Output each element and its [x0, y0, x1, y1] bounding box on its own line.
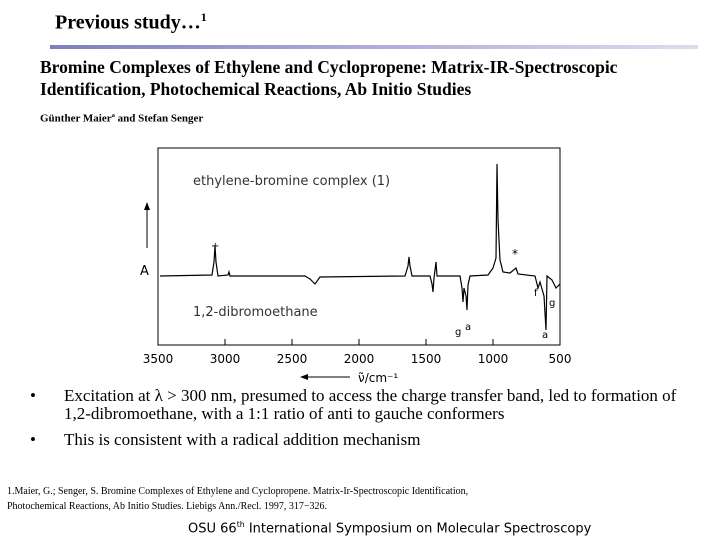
- title-rule: [50, 45, 698, 49]
- title-text: Previous study…: [55, 11, 201, 34]
- bullet: Excitation at λ > 300 nm, presumed to ac…: [30, 387, 700, 423]
- footer-sup: th: [236, 520, 245, 529]
- author: Günther Maier: [40, 112, 112, 125]
- x-arrow-head: [300, 374, 308, 380]
- author-sup: a: [111, 112, 115, 119]
- footer: OSU 66th International Symposium on Mole…: [188, 520, 591, 536]
- x-tick-label: 1000: [478, 352, 509, 366]
- bullet-list: Excitation at λ > 300 nm, presumed to ac…: [30, 387, 700, 457]
- x-tick-label: 2500: [277, 352, 308, 366]
- paper-title: Identification, Photochemical Reactions,…: [40, 79, 472, 99]
- y-label: A: [140, 264, 149, 279]
- x-tick-label: 1500: [411, 352, 442, 366]
- spectrum-trace: [159, 163, 561, 331]
- paper-authors: Günther Maiera and Stefan Senger: [40, 112, 203, 125]
- x-tick-label: 500: [549, 352, 572, 366]
- trace-label: 1,2-dibromoethane: [193, 305, 318, 320]
- band-label: f: [534, 288, 538, 299]
- title-sup: 1: [200, 10, 207, 24]
- band-label: a: [465, 322, 471, 333]
- x-tick-label: 3000: [210, 352, 241, 366]
- band-label: *: [512, 247, 518, 261]
- band-label: g: [455, 327, 461, 338]
- paper-title: Bromine Complexes of Ethylene and Cyclop…: [40, 57, 618, 77]
- x-tick-label: 2000: [344, 352, 375, 366]
- x-tick-label: 3500: [143, 352, 174, 366]
- band-label: +: [211, 241, 219, 252]
- author: and Stefan Senger: [114, 112, 204, 125]
- trace-label: ethylene-bromine complex (1): [193, 174, 390, 189]
- y-arrow-head: [144, 202, 150, 210]
- footnote: Photochemical Reactions, Ab Initio Studi…: [7, 501, 328, 512]
- band-label: a: [542, 330, 548, 341]
- footer-text: OSU 66: [188, 521, 237, 537]
- footer-text: International Symposium on Molecular Spe…: [244, 521, 592, 537]
- x-label: ν̃/cm⁻¹: [358, 371, 398, 385]
- band-label: g: [549, 298, 555, 309]
- bullet: This is consistent with a radical additi…: [30, 431, 700, 450]
- spectrum-figure: A ν̃/cm⁻¹ ethylene-bromine complex (1) 1…: [140, 147, 572, 385]
- slide-title: Previous study…1: [55, 10, 207, 35]
- footnote: 1.Maier, G.; Senger, S. Bromine Complexe…: [7, 486, 469, 497]
